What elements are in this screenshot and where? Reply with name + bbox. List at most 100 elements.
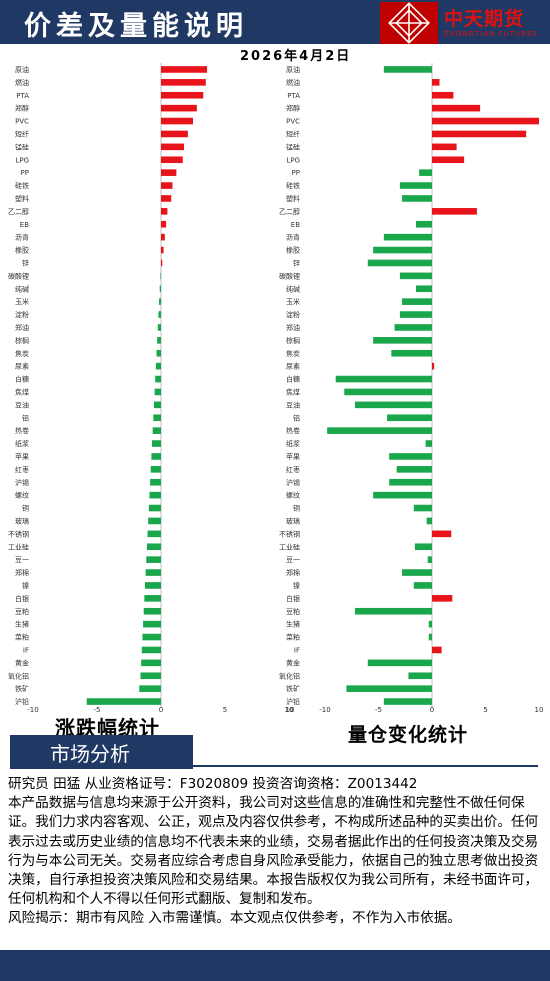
chart2-bar (432, 79, 440, 86)
chart1-category-label: 铝 (22, 413, 29, 422)
chart1-bar (161, 208, 168, 215)
chart1-category-label: 碳酸锂 (8, 271, 29, 280)
chart1-bar (161, 66, 208, 73)
chart2-category-label: 锰硅 (286, 142, 300, 151)
chart1-bar (86, 698, 161, 705)
chart1-bar (148, 517, 161, 525)
chart1-bar (141, 646, 161, 654)
chart1-category-label: 燃油 (15, 78, 29, 87)
chart2-bar (383, 233, 432, 241)
chart2-category-label: 焦煤 (286, 387, 300, 396)
chart2-bar (426, 517, 432, 525)
chart2-bar (335, 375, 432, 383)
chart1-category-label: 焦炭 (15, 349, 29, 358)
chart1-bar (139, 685, 161, 692)
chart1-category-label: 白糖 (15, 375, 29, 384)
chart1-category-label: 黄金 (15, 658, 29, 667)
chart2-bar (413, 504, 432, 512)
chart1-category-label: 铜 (22, 504, 29, 513)
chart2-category-label: 菜粕 (286, 633, 300, 642)
chart2-bar (408, 672, 432, 680)
chart2-bar (432, 595, 453, 602)
chart2-bar (373, 337, 432, 344)
chart1-bar (161, 143, 185, 151)
chart1-category-label: 锰硅 (15, 142, 29, 151)
chart2-bar (367, 659, 432, 667)
chart1-bar (161, 79, 206, 86)
chart1-bar (161, 259, 163, 267)
logo-name-cn: 中天期货 (444, 8, 525, 30)
chart2-bar (354, 607, 432, 615)
chart2-category-label: LPG (286, 156, 300, 164)
chart1-bar (156, 349, 161, 357)
chart2-bar (389, 478, 432, 486)
chart2-category-label: 黄金 (286, 658, 300, 667)
date-bar (0, 44, 550, 62)
chart1-bar (152, 427, 161, 434)
chart1-bar (157, 324, 161, 331)
disclaimer-block: 研究员 田猛 从业资格证号：F3020809 投资咨询资格：Z0013442 本… (8, 775, 546, 929)
chart2-category-label: 塑料 (286, 194, 300, 203)
chart2-category-label: 白银 (286, 594, 300, 603)
chart2-category-label: 乙二醇 (279, 207, 300, 216)
chart1-category-label: 铁矿 (15, 684, 29, 693)
chart1-bar (145, 582, 161, 589)
chart2-category-label: 郑棉 (286, 568, 300, 577)
chart1-category-label: 沪锡 (15, 478, 29, 487)
chart2-bar (389, 453, 432, 460)
chart2-category-label: 纸浆 (286, 439, 300, 448)
chart2-bar (432, 156, 465, 164)
chart2-bar (399, 182, 432, 189)
chart1-bar (160, 272, 161, 280)
section-divider (193, 765, 538, 767)
chart2-bar (346, 685, 432, 692)
chart1-bar (141, 659, 161, 667)
chart2-category-label: IF (294, 646, 300, 654)
chart2-category-label: 锌 (293, 258, 300, 267)
chart2-bar (414, 543, 432, 551)
footer-bar (0, 950, 550, 981)
chart2-category-label: 豆油 (286, 400, 300, 409)
chart2-category-label: PVC (286, 118, 300, 126)
chart2-bar (394, 324, 432, 331)
chart2-x-tick: 10 (535, 706, 544, 714)
chart2-bar (415, 285, 432, 293)
chart2-category-label: 燃油 (286, 78, 300, 87)
chart2-category-label: 郑醇 (286, 104, 300, 113)
chart1-category-label: 豆油 (15, 400, 29, 409)
chart2-bar (383, 698, 432, 705)
chart2-bar (402, 195, 432, 202)
chart2-category-label: PP (292, 169, 300, 177)
chart2-category-label: 碳酸锂 (279, 271, 300, 280)
chart2-bar (391, 349, 432, 357)
chart1-bar (161, 246, 164, 254)
chart1-bar (152, 440, 161, 447)
chart2-bar (425, 440, 432, 447)
chart1-category-label: 玉米 (15, 297, 29, 306)
chart2-category-label: 热卷 (286, 426, 300, 435)
chart1-bar (155, 362, 161, 370)
chart2-bar (432, 530, 452, 538)
chart2-category-label: 沥青 (286, 233, 300, 242)
chart1-category-label: 郑棉 (15, 568, 29, 577)
chart1-category-label: IF (23, 646, 29, 654)
chart2-bar (432, 362, 435, 370)
chart2-bar (373, 246, 432, 254)
chart1-category-label: 尿素 (15, 362, 29, 371)
chart2-category-label: 棕榈 (286, 336, 300, 345)
chart1-bar (148, 504, 161, 512)
chart1-x-tick: 5 (223, 706, 227, 714)
chart1-category-label: 红枣 (15, 465, 29, 474)
chart2-category-label: 原油 (286, 65, 300, 74)
chart1-category-label: 不锈钢 (8, 529, 29, 538)
chart2-bar (402, 298, 432, 305)
chart1-x-tick: -5 (94, 706, 101, 714)
chart2-category-label: 铁矿 (286, 684, 300, 693)
chart1-category-label: 棕榈 (15, 336, 29, 345)
chart1-category-label: 沥青 (15, 233, 29, 242)
chart1-bar (159, 298, 161, 305)
chart1-category-label: 苹果 (15, 452, 29, 461)
chart2-category-label: 橡胶 (286, 246, 300, 255)
chart2-x-tick: 10 (286, 706, 295, 714)
